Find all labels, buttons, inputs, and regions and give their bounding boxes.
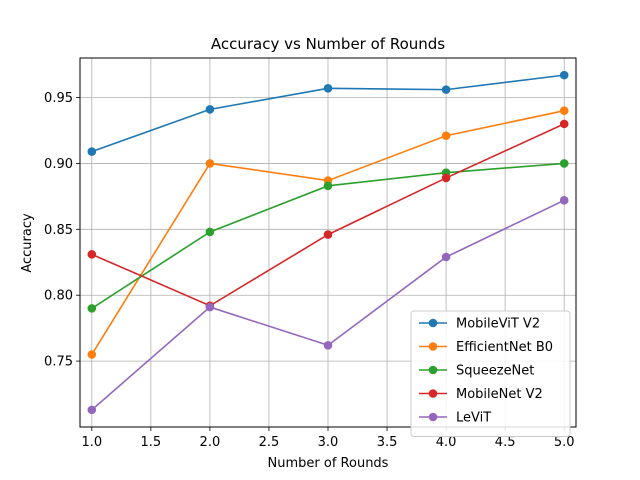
series-efficientnet-b0 <box>87 106 569 359</box>
legend: MobileViT V2 EfficientNet B0 SqueezeNet Mob… <box>410 310 571 437</box>
data-point <box>87 250 97 259</box>
y-tick-label: 0.90 <box>44 157 73 172</box>
legend-item-squeezenet: SqueezeNet <box>419 364 534 379</box>
x-tick-label: 1.5 <box>141 435 162 450</box>
series-levit <box>87 196 569 415</box>
y-tick-label: 0.85 <box>44 223 73 238</box>
data-point <box>323 230 333 239</box>
y-tick-label: 0.95 <box>44 91 73 106</box>
data-point <box>323 340 333 350</box>
x-tick-label: 3.5 <box>377 435 398 450</box>
x-tick-label: 2.5 <box>259 435 280 450</box>
y-tick-label: 0.80 <box>44 289 73 304</box>
data-point <box>441 131 451 141</box>
legend-label: MobileViT V2 <box>456 317 540 332</box>
legend-label: EfficientNet B0 <box>456 340 553 355</box>
legend-item-levit: LeViT <box>419 411 491 426</box>
series-mobilenet-v2 <box>87 119 569 311</box>
data-point <box>441 173 451 183</box>
x-tick-label: 4.0 <box>436 435 457 450</box>
data-point <box>559 196 569 205</box>
y-tick-label: 0.75 <box>44 355 73 370</box>
data-point <box>87 147 97 156</box>
x-tick-label: 1.0 <box>81 435 102 450</box>
chart-title: Accuracy vs Number of Rounds <box>211 35 445 53</box>
data-point <box>205 227 215 237</box>
plot-series <box>87 70 569 415</box>
legend-marker <box>428 412 438 422</box>
legend-item-efficientnet-b0: EfficientNet B0 <box>419 340 553 355</box>
y-axis-title: Accuracy <box>20 213 35 273</box>
data-point <box>87 405 97 415</box>
x-axis-title: Number of Rounds <box>268 456 389 471</box>
series-mobilevit-v2 <box>87 70 569 156</box>
x-tick-label: 5.0 <box>554 435 575 450</box>
data-point <box>323 181 333 191</box>
legend-label: LeViT <box>456 411 491 426</box>
data-point <box>205 105 215 114</box>
data-point <box>205 302 215 312</box>
data-point <box>323 84 333 93</box>
legend-marker <box>428 365 438 375</box>
data-point <box>559 106 569 116</box>
legend-item-mobilenet-v2: MobileNet V2 <box>419 387 543 402</box>
x-tick-label: 3.0 <box>318 435 339 450</box>
data-point <box>441 252 451 262</box>
legend-marker <box>428 389 438 398</box>
series-squeezenet <box>87 159 569 313</box>
data-point <box>441 85 451 94</box>
legend-item-mobilevit-v2: MobileViT V2 <box>419 317 540 332</box>
axis-ticks: 1.0 1.5 2.0 2.5 3.0 3.5 4.0 4.5 5.0 0.75 0.80 0.85 0… <box>44 91 574 450</box>
data-point <box>559 159 569 168</box>
legend-label: MobileNet V2 <box>456 387 543 402</box>
x-tick-label: 4.5 <box>495 435 516 450</box>
legend-marker <box>428 318 438 328</box>
data-point <box>205 159 215 168</box>
data-point <box>87 304 97 313</box>
x-tick-label: 2.0 <box>200 435 221 450</box>
legend-label: SqueezeNet <box>456 364 534 379</box>
data-point <box>559 70 569 80</box>
data-point <box>87 350 97 359</box>
data-point <box>559 119 569 129</box>
legend-marker <box>428 342 438 351</box>
legend-box <box>410 310 571 437</box>
